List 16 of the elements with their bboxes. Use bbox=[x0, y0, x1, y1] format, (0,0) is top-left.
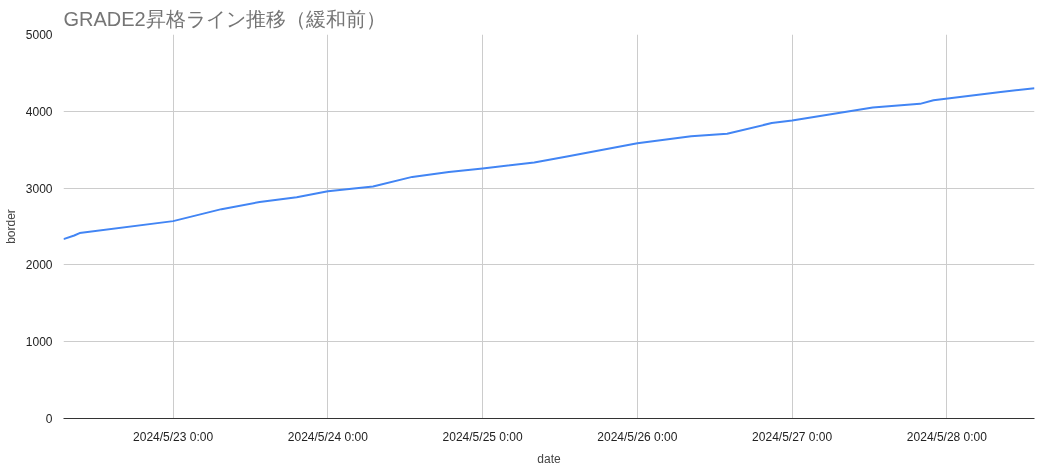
y-axis-title: border bbox=[3, 209, 18, 244]
x-axis-title: date bbox=[537, 451, 561, 466]
y-tick-label: 0 bbox=[45, 412, 53, 426]
y-tick-label: 2000 bbox=[25, 258, 53, 273]
y-tick-label: 5000 bbox=[25, 28, 53, 42]
line-series bbox=[63, 87, 1035, 241]
y-tick-label: 1000 bbox=[25, 335, 53, 350]
x-tick-label: 2024/5/27 0:00 bbox=[752, 429, 833, 444]
x-tick-label: 2024/5/25 0:00 bbox=[442, 429, 523, 444]
y-tick-label: 4000 bbox=[25, 104, 53, 119]
x-tick-label: 2024/5/23 0:00 bbox=[133, 429, 214, 444]
chart-title: GRADE2昇格ライン推移（緩和前） bbox=[63, 7, 386, 30]
y-tick-label: 3000 bbox=[25, 181, 53, 196]
x-tick-label: 2024/5/26 0:00 bbox=[597, 429, 678, 444]
x-tick-label: 2024/5/28 0:00 bbox=[906, 429, 988, 444]
x-tick-label: 2024/5/24 0:00 bbox=[287, 429, 369, 444]
